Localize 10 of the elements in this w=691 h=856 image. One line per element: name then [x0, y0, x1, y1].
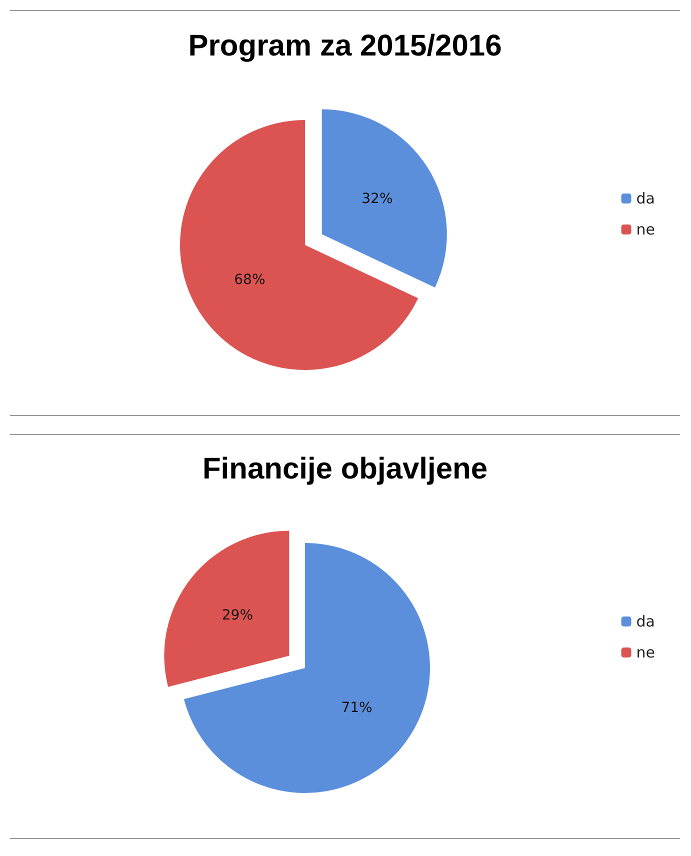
data-label: 68%	[234, 272, 266, 288]
legend-label: da	[636, 612, 655, 630]
legend-label: ne	[636, 644, 656, 662]
chart-title: Financije objavljene	[202, 452, 488, 486]
data-label: 71%	[341, 700, 372, 716]
chart-title: Program za 2015/2016	[188, 30, 502, 62]
data-label: 29%	[222, 608, 254, 624]
legend-label: ne	[636, 220, 656, 238]
data-label: 32%	[362, 191, 393, 208]
legend-label: da	[636, 190, 655, 208]
